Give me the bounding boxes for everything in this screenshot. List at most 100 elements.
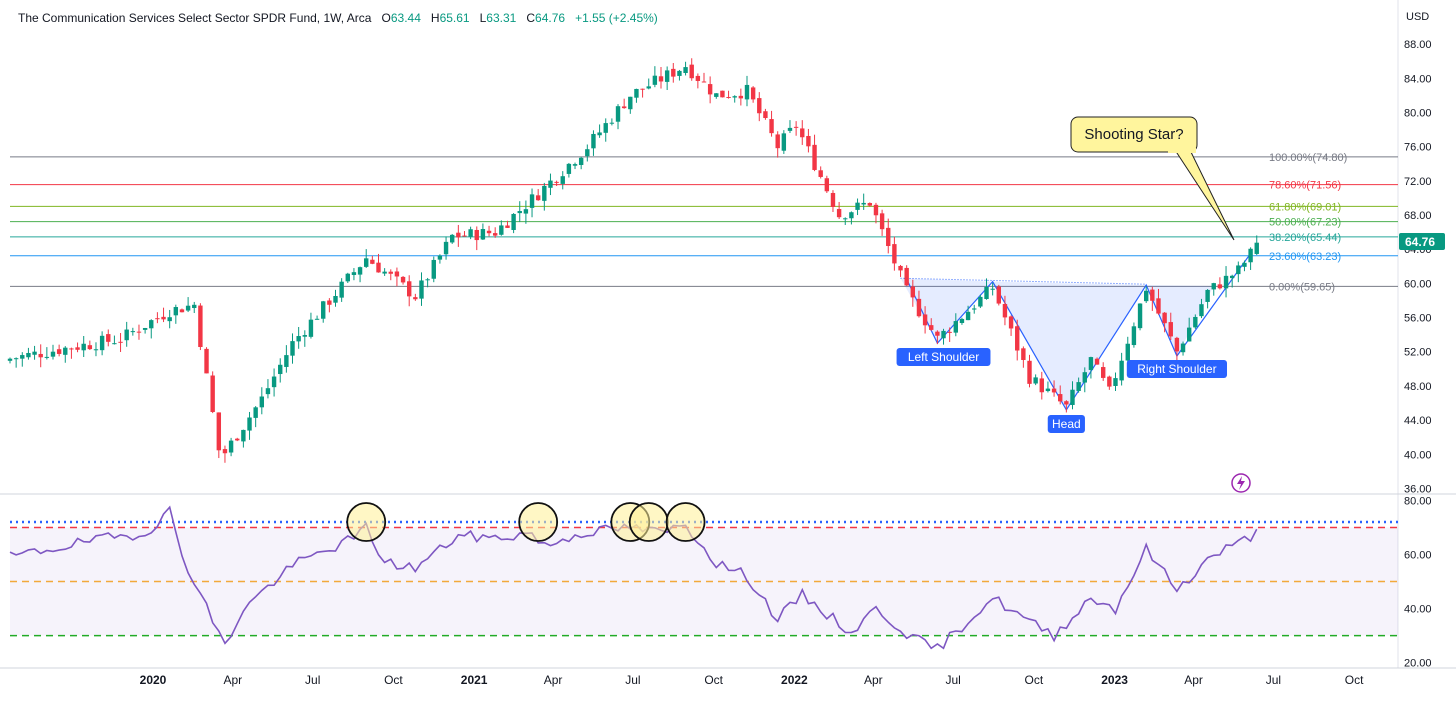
candle-body bbox=[75, 347, 80, 350]
change-value: +1.55 (+2.45%) bbox=[575, 11, 658, 25]
candle-body bbox=[253, 407, 258, 418]
candle-body bbox=[916, 298, 922, 317]
fib-level-label: 23.60%(63.23) bbox=[1269, 251, 1341, 263]
head-fill bbox=[992, 281, 1147, 410]
candle-body bbox=[560, 176, 565, 184]
candle-body bbox=[26, 352, 31, 358]
candle-body bbox=[554, 181, 559, 183]
time-tick-label: Apr bbox=[864, 673, 883, 687]
candle-body bbox=[284, 355, 289, 367]
time-tick-label: 2020 bbox=[140, 673, 167, 687]
candle-body bbox=[996, 286, 1001, 304]
candle-body bbox=[542, 185, 547, 201]
candle-body bbox=[228, 440, 234, 453]
candle-body bbox=[628, 96, 633, 110]
candle-body bbox=[185, 305, 191, 311]
callout-pointer bbox=[1174, 149, 1235, 241]
candle-body bbox=[1143, 290, 1149, 302]
time-tick-label: Apr bbox=[1184, 673, 1203, 687]
candle-body bbox=[112, 343, 117, 345]
rsi-tick-label: 80.00 bbox=[1404, 495, 1432, 507]
fib-level-label: 100.00%(74.80) bbox=[1269, 152, 1347, 164]
time-tick-label: Oct bbox=[384, 673, 403, 687]
candle-body bbox=[235, 438, 240, 441]
candle-body bbox=[13, 358, 19, 360]
candle-body bbox=[1113, 378, 1118, 386]
candle-body bbox=[929, 325, 934, 330]
price-tick-label: 48.00 bbox=[1404, 381, 1432, 393]
time-tick-label: Oct bbox=[1345, 673, 1364, 687]
candle-body bbox=[1211, 283, 1216, 290]
candle-body bbox=[603, 123, 608, 133]
candle-body bbox=[1217, 284, 1223, 289]
price-tick-label: 68.00 bbox=[1404, 210, 1432, 222]
candle-body bbox=[978, 296, 983, 307]
candle-body bbox=[462, 235, 467, 237]
candle-body bbox=[1223, 275, 1229, 289]
candle-body bbox=[69, 348, 74, 350]
price-tick-label: 76.00 bbox=[1404, 142, 1432, 154]
callout-joint bbox=[1168, 148, 1196, 153]
candle-body bbox=[499, 225, 504, 235]
candle-body bbox=[1070, 389, 1075, 405]
candle-body bbox=[296, 336, 301, 342]
head-label: Head bbox=[1052, 417, 1081, 431]
candle-body bbox=[7, 358, 13, 361]
candle-body bbox=[873, 204, 879, 216]
candle-body bbox=[984, 286, 989, 300]
candle-body bbox=[413, 297, 418, 300]
candle-body bbox=[1156, 298, 1161, 314]
candle-body bbox=[664, 70, 670, 82]
candle-body bbox=[1205, 289, 1210, 302]
candle-body bbox=[290, 341, 295, 356]
price-tick-label: 40.00 bbox=[1404, 449, 1432, 461]
candle-body bbox=[707, 84, 713, 95]
candle-body bbox=[333, 295, 338, 303]
candle-body bbox=[879, 213, 885, 230]
candle-body bbox=[437, 255, 443, 260]
time-tick-label: Apr bbox=[544, 673, 563, 687]
time-tick-label: Oct bbox=[704, 673, 723, 687]
candle-body bbox=[20, 355, 25, 359]
candle-body bbox=[278, 364, 283, 375]
candle-body bbox=[87, 345, 93, 350]
candle-body bbox=[32, 351, 37, 355]
time-tick-label: Jul bbox=[1266, 673, 1281, 687]
price-tick-label: 36.00 bbox=[1404, 483, 1432, 495]
candle-body bbox=[1168, 322, 1173, 337]
candle-body bbox=[566, 163, 572, 174]
candle-body bbox=[247, 417, 252, 431]
price-tick-label: 60.00 bbox=[1404, 278, 1432, 290]
candle-body bbox=[812, 144, 817, 170]
candle-body bbox=[173, 307, 179, 316]
candle-body bbox=[775, 134, 780, 149]
candle-body bbox=[904, 267, 909, 286]
candle-body bbox=[99, 335, 105, 351]
price-tick-label: 84.00 bbox=[1404, 73, 1432, 85]
candle-body bbox=[658, 76, 664, 82]
rsi-tick-label: 60.00 bbox=[1404, 549, 1432, 561]
candle-body bbox=[81, 343, 86, 351]
candle-body bbox=[763, 111, 768, 119]
candle-body bbox=[652, 75, 658, 85]
callout-text: Shooting Star? bbox=[1084, 126, 1183, 143]
candle-body bbox=[511, 213, 516, 230]
callout-box bbox=[1070, 116, 1198, 153]
candle-body bbox=[474, 229, 479, 241]
candle-body bbox=[1229, 275, 1235, 279]
candle-body bbox=[1015, 326, 1020, 351]
candle-body bbox=[935, 331, 940, 336]
candle-body bbox=[38, 353, 43, 358]
candle-body bbox=[382, 271, 387, 274]
candle-body bbox=[222, 449, 228, 454]
candle-body bbox=[50, 351, 56, 357]
candle-body bbox=[192, 304, 197, 309]
candle-body bbox=[578, 157, 584, 165]
candle-body bbox=[1254, 242, 1259, 254]
candle-body bbox=[419, 280, 424, 299]
close-value: 64.76 bbox=[535, 11, 566, 25]
candle-body bbox=[124, 329, 129, 341]
candle-body bbox=[314, 318, 320, 320]
candle-body bbox=[1094, 358, 1100, 365]
